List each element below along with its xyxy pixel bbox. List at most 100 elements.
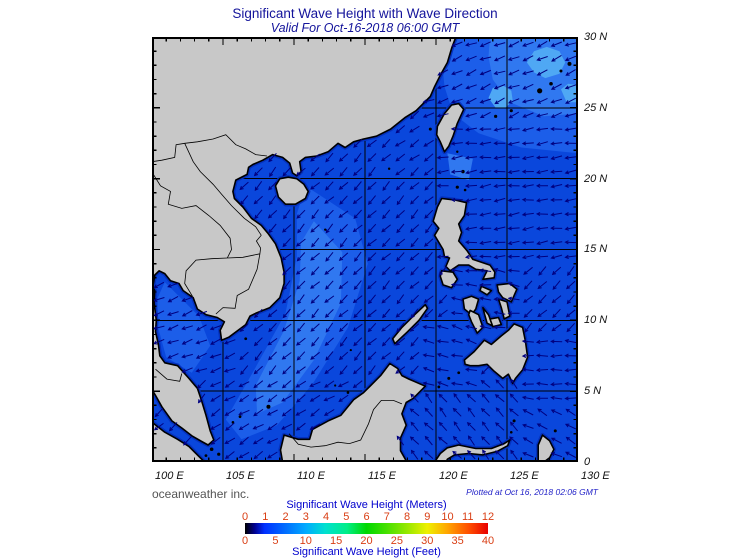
wave-arrow [564,127,577,132]
wave-arrow [521,367,534,372]
wave-arrow [508,69,520,76]
wave-arrow [210,338,221,345]
wave-arrow [409,224,420,233]
wave-arrow [396,223,405,234]
wave-arrow [535,339,549,344]
wave-arrow [238,381,250,388]
wave-arrow [564,212,577,217]
wave-arrow [209,325,222,331]
wave-arrow [521,169,534,174]
wave-arrow [409,351,420,360]
wave-arrow [493,325,506,330]
wave-arrow [479,254,492,259]
colorbar-tick-label-meters: 7 [383,511,390,523]
wave-arrow [479,141,492,146]
wave-arrow [535,155,549,160]
wave-arrow [452,435,462,446]
wave-arrow [521,155,534,161]
wave-arrow [338,394,349,403]
wave-arrow [507,170,520,175]
wave-arrow [535,183,549,188]
wave-arrow [536,141,548,146]
wave-arrow [354,251,362,262]
wave-arrow [521,197,534,202]
wave-arrow [338,210,349,218]
lon-axis-label: 130 E [581,470,610,482]
wave-arrow [452,407,462,417]
wave-arrow [325,251,334,262]
wave-arrow [522,423,534,429]
wave-arrow [564,141,577,146]
wave-arrow [550,98,563,104]
wave-arrow [450,197,463,203]
wave-arrow [309,381,321,387]
wave-arrow [352,323,363,332]
wave-arrow [521,127,534,132]
lat-axis-label: 10 N [584,314,608,327]
wave-arrow [493,155,506,160]
wave-arrow [493,127,506,132]
wave-arrow [338,153,349,162]
wave-arrow [550,226,563,231]
wave-arrow [409,182,420,190]
land-leyte [497,298,511,320]
wave-arrow [268,351,277,361]
wave-arrow [366,337,377,346]
wave-arrow [310,167,320,177]
wave-arrow [436,367,449,372]
wave-arrow [466,393,476,403]
wave-arrow [354,351,362,362]
wave-arrow [210,437,221,445]
wave-arrow [550,395,563,400]
wave-arrow [268,322,277,333]
wave-arrow [267,451,278,459]
wave-arrow [338,252,349,262]
wave-arrow [509,436,519,445]
land-negros [467,309,484,334]
wave-arrow [381,323,391,332]
wave-arrow [223,339,236,345]
wave-arrow [507,226,520,231]
wave-arrow [281,408,292,417]
wave-arrow [564,368,577,373]
wave-arrow [195,368,208,373]
wave-arrow [436,324,449,330]
wave-arrow [195,324,207,331]
wave-arrow [423,153,434,162]
colorbar-tick-label-feet: 25 [390,535,403,547]
wave-arrow [310,351,320,360]
wave-arrow [507,254,520,259]
wave-arrow [438,294,448,304]
wave-arrow [224,451,235,459]
wave-arrow [267,309,278,318]
wave-arrow [338,181,349,190]
wave-arrow [324,266,335,275]
wave-arrow [240,195,249,206]
wave-arrow [424,181,433,191]
island [463,188,467,192]
wave-arrow [268,365,277,376]
wave-arrow [493,240,506,245]
wave-arrow [535,353,549,358]
lat-axis-label: 30 N [584,31,608,43]
wave-arrow [493,268,506,273]
wave-arrow [224,409,236,416]
island [349,348,352,352]
wave-arrow [536,113,549,118]
wave-arrow [550,169,563,174]
wave-arrow [309,423,321,430]
island [537,88,543,94]
wave-arrow [550,212,563,217]
wave-arrow [424,309,434,318]
wave-arrow [493,197,506,203]
wave-arrow [325,280,334,290]
wave-arrow [296,280,306,290]
wave-arrow [339,166,348,177]
wave-arrow [395,167,406,176]
wave-arrow [410,308,419,319]
wave-arrow [521,70,534,76]
wave-arrow [436,169,449,175]
wave-arrow [353,308,362,319]
wave-arrow [552,280,561,291]
wave-arrow [339,336,348,347]
